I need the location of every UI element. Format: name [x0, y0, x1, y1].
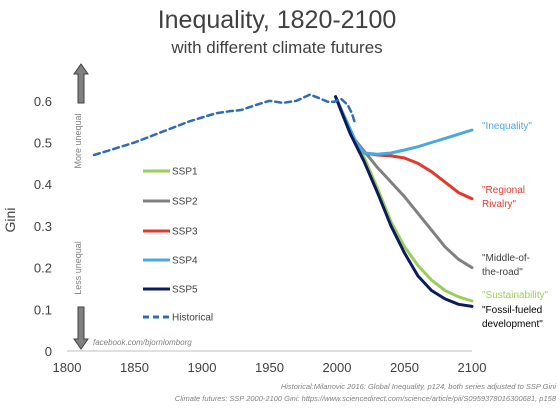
y-tick-label: 0 [45, 344, 52, 359]
y-tick-label: 0.1 [34, 302, 52, 317]
series-line-ssp5 [334, 95, 474, 308]
end-label-ssp5: development" [482, 319, 543, 330]
end-label-ssp4: "Inequality" [482, 121, 532, 132]
source-line-2: Climate futures: SSP 2000-2100 Gini: htt… [175, 394, 557, 403]
series-line-ssp4 [334, 95, 474, 156]
y-tick-label: 0.2 [34, 261, 52, 276]
arrow-up-icon [73, 63, 89, 104]
y-tick-label: 0.5 [34, 136, 52, 151]
y-tick-label: 0.3 [34, 219, 52, 234]
y-axis-label: Gini [2, 208, 18, 233]
credit-text: facebook.com/bjornlomborg [93, 338, 192, 347]
x-tick-label: 2100 [458, 360, 487, 375]
end-label-ssp5: "Fossil-fueled [482, 305, 542, 316]
less-unequal-label: Less unequal [73, 241, 83, 295]
end-label-ssp2: the-road" [482, 267, 523, 278]
legend-label-ssp4: SSP4 [172, 256, 198, 267]
x-tick-label: 1950 [255, 360, 284, 375]
source-line-1: Historical:Milanovic 2016: Global Inequa… [281, 382, 556, 391]
axes: 1800 1850 1900 1950 2000 2050 2100 0 0.1 0.2 0.3 0.… [34, 94, 487, 375]
x-tick-label: 1850 [120, 360, 149, 375]
chart-title: Inequality, 1820-2100 [158, 6, 397, 34]
end-label-ssp2: "Middle-of- [482, 253, 530, 264]
legend-label-ssp5: SSP5 [172, 285, 198, 296]
series-line-historical [92, 93, 356, 157]
x-tick-label: 2050 [390, 360, 419, 375]
series-group [92, 93, 474, 308]
more-unequal-label: More unequal [73, 113, 83, 168]
y-tick-label: 0.6 [34, 94, 52, 109]
end-label-ssp3: "Regional [482, 185, 525, 196]
chart-subtitle: with different climate futures [170, 38, 382, 57]
end-label-ssp1: "Sustainability" [482, 290, 548, 301]
direction-arrows: More unequal Less unequal [73, 63, 89, 350]
legend: SSP1 SSP2 SSP3 SSP4 SSP5 Historical [143, 167, 213, 324]
legend-label-ssp3: SSP3 [172, 227, 198, 238]
x-tick-label: 1900 [188, 360, 217, 375]
x-tick-label: 2000 [323, 360, 352, 375]
legend-label-ssp2: SSP2 [172, 197, 198, 208]
series-line-ssp1 [334, 95, 474, 303]
end-label-ssp3: Rivalry" [482, 199, 517, 210]
y-tick-label: 0.4 [34, 177, 52, 192]
legend-label-ssp1: SSP1 [172, 167, 198, 178]
arrow-down-icon [73, 306, 89, 350]
x-tick-label: 1800 [53, 360, 82, 375]
end-labels: "Sustainability" "Middle-of-the-road" "Reg… [482, 121, 548, 330]
legend-label-historical: Historical [172, 313, 213, 324]
series-line-ssp2 [334, 95, 474, 270]
